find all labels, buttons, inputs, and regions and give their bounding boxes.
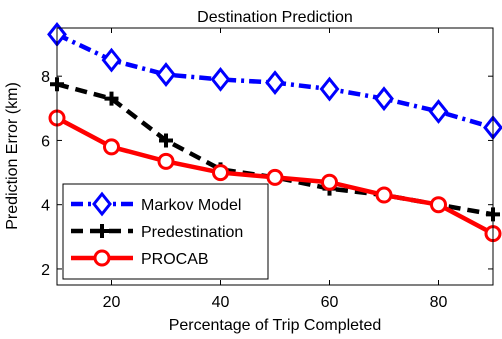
data-point — [265, 70, 285, 96]
plot-frame — [56, 27, 494, 286]
data-point — [104, 91, 119, 106]
data-point — [210, 66, 231, 92]
series-0 — [47, 22, 502, 140]
data-point — [157, 152, 175, 170]
data-point — [321, 173, 338, 191]
data-point — [266, 168, 284, 186]
y-axis-label: Prediction Error (km) — [4, 82, 21, 230]
legend-label: Predestination — [141, 224, 243, 241]
legend-entry: Markov Model — [71, 191, 241, 217]
data-point — [212, 164, 229, 182]
data-point — [430, 196, 447, 214]
x-tick-label: 80 — [430, 294, 448, 311]
x-axis-label: Percentage of Trip Completed — [169, 317, 382, 334]
legend-entry: PROCAB — [71, 249, 209, 268]
legend-label: PROCAB — [141, 251, 209, 268]
y-tick-label: 8 — [41, 69, 50, 86]
legend-label: Markov Model — [141, 197, 241, 214]
y-tick-label: 2 — [41, 262, 50, 279]
data-point — [428, 99, 449, 124]
legend-entry: Predestination — [71, 224, 243, 241]
legend-marker — [92, 191, 112, 217]
y-tick-label: 4 — [41, 198, 50, 215]
data-point — [156, 62, 176, 87]
y-tick-label: 6 — [41, 133, 50, 150]
legend-marker — [93, 249, 111, 267]
series-layer — [47, 22, 502, 243]
legend-marker — [95, 224, 109, 238]
x-tick-label: 60 — [321, 294, 339, 311]
x-tick-label: 20 — [103, 294, 121, 311]
data-point — [374, 86, 394, 112]
data-point — [101, 47, 122, 73]
data-point — [319, 76, 340, 102]
chart-title: Destination Prediction — [197, 9, 353, 26]
data-point — [159, 133, 173, 148]
legend: Markov Model Predestination PROCAB — [62, 183, 269, 280]
axes-layer: 20 40 60 80 2 4 6 8 — [41, 28, 493, 311]
x-tick-label: 40 — [212, 294, 230, 311]
data-point — [103, 138, 120, 156]
data-point — [375, 186, 393, 204]
